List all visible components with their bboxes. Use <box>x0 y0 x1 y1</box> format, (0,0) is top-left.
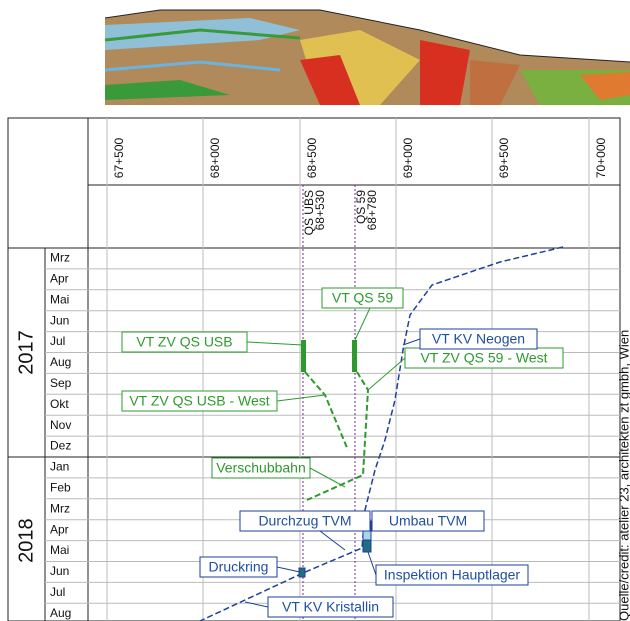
month-label: Jan <box>50 460 69 474</box>
month-label: Apr <box>50 522 69 536</box>
year-label: 2017 <box>15 330 37 375</box>
month-label: Jul <box>50 334 65 348</box>
month-label: Jul <box>50 585 65 599</box>
chainage-label: 70+000 <box>594 137 608 178</box>
label-box <box>121 390 278 412</box>
month-label: Nov <box>50 418 71 432</box>
label-box <box>211 457 311 479</box>
annotation-label: VT ZV QS USB <box>136 334 232 350</box>
month-label: Sep <box>50 376 72 390</box>
credit: Quelle/credit: atelier 23, architekten z… <box>616 330 630 621</box>
annotation-boxes: VT QS 59 VT ZV QS USB VT ZV QS USB - West V… <box>121 287 564 618</box>
month-label: Mrz <box>50 251 70 265</box>
month-label: Mai <box>50 292 69 306</box>
month-label: Aug <box>50 355 71 369</box>
label-box <box>199 556 278 578</box>
label-box <box>267 596 394 618</box>
annotation-label: VT ZV QS USB - West <box>129 393 269 409</box>
annotation-label: VT KV Neogen <box>432 331 525 347</box>
label-box <box>239 510 371 532</box>
label-box <box>419 328 538 350</box>
annotation-label: Verschubbahn <box>216 460 306 476</box>
month-label: Dez <box>50 439 71 453</box>
annotation-label: VT KV Kristallin <box>282 599 379 615</box>
chainage-label: 68+500 <box>305 137 319 178</box>
annotation-label: VT QS 59 <box>332 290 393 306</box>
section-label: 68+530 <box>313 190 327 231</box>
month-label: Okt <box>50 397 69 411</box>
annotation-label: Druckring <box>209 559 269 575</box>
month-label: Mai <box>50 543 69 557</box>
label-box <box>121 331 248 353</box>
chainage-label: 69+000 <box>401 137 415 178</box>
label-box <box>375 564 529 586</box>
section-label: 68+780 <box>365 190 379 231</box>
leader-lines <box>244 307 421 608</box>
chainage-label: 69+500 <box>497 137 511 178</box>
label-box <box>371 510 485 532</box>
annotation-label: Inspektion Hauptlager <box>384 567 521 583</box>
chainage-label: 67+500 <box>112 137 126 178</box>
section-label: QS 59 <box>354 190 368 224</box>
year-label: 2018 <box>15 518 37 563</box>
annotation-label: Durchzug TVM <box>258 513 351 529</box>
month-label: Mrz <box>50 501 70 515</box>
section-lines <box>302 185 356 621</box>
annotation-label: Umbau TVM <box>389 513 467 529</box>
section-label: QS UBS <box>302 190 316 235</box>
label-box <box>321 287 404 309</box>
month-label: Feb <box>50 481 71 495</box>
month-label: Aug <box>50 606 71 620</box>
month-label: Apr <box>50 272 69 286</box>
month-label: Jun <box>50 564 69 578</box>
geology-section <box>104 9 630 105</box>
month-label: Jun <box>50 313 69 327</box>
annotation-label: VT ZV QS 59 - West <box>420 350 547 366</box>
chainage-label: 68+000 <box>208 137 222 178</box>
